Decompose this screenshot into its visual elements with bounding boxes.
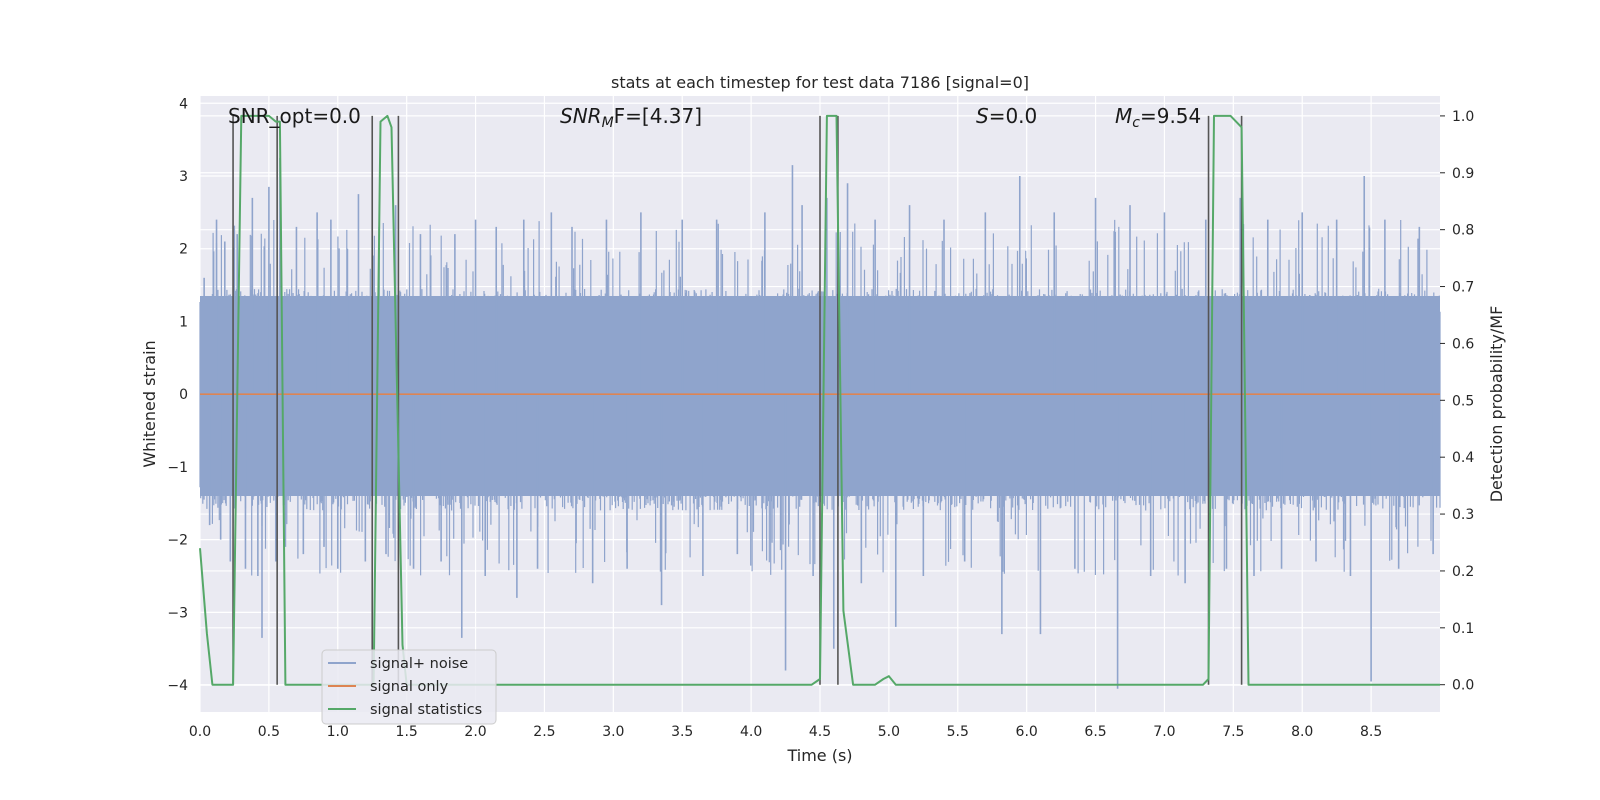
series-signal-statistics <box>199 114 1440 686</box>
annotation-mc: Mc=9.54 <box>1115 104 1201 131</box>
annotation-snr-mf: SNRMF=[4.37] <box>560 104 702 131</box>
y-right-tick-label-4: 0.4 <box>1452 450 1474 466</box>
y-right-tick-label-6: 0.6 <box>1452 336 1474 352</box>
detection-vlines <box>232 115 1243 685</box>
x-tick-label-7: 3.5 <box>671 724 693 740</box>
x-tick-label-6: 3.0 <box>602 724 624 740</box>
y-left-tick-label-8: 4 <box>179 96 188 112</box>
x-tick-label-4: 2.0 <box>464 724 486 740</box>
x-tick-label-3: 1.5 <box>396 724 418 740</box>
y-right-tick-label-5: 0.5 <box>1452 393 1474 409</box>
y-right-axis-label: Detection probability/MF <box>1487 306 1506 503</box>
y-left-axis-ticks: −4 −3 −2 −1 0 1 2 3 4 <box>167 96 188 694</box>
x-tick-label-1: 0.5 <box>258 724 280 740</box>
y-right-tick-label-10: 1.0 <box>1452 109 1474 125</box>
x-tick-label-17: 8.5 <box>1360 724 1382 740</box>
legend: signal+ noise signal only signal statist… <box>321 649 497 725</box>
y-left-tick-label-6: 2 <box>179 242 188 258</box>
y-right-tick-label-8: 0.8 <box>1452 223 1474 239</box>
x-tick-label-5: 2.5 <box>533 724 555 740</box>
y-left-tick-label-7: 3 <box>179 169 188 185</box>
y-right-tick-label-1: 0.1 <box>1452 621 1474 637</box>
x-tick-label-8: 4.0 <box>740 724 762 740</box>
x-tick-label-9: 4.5 <box>809 724 831 740</box>
x-tick-label-16: 8.0 <box>1291 724 1313 740</box>
statistics-line <box>199 114 1440 686</box>
x-tick-label-12: 6.0 <box>1016 724 1038 740</box>
y-right-tick-label-9: 0.9 <box>1452 166 1474 182</box>
chart-title: stats at each timestep for test data 718… <box>611 73 1029 92</box>
legend-label-signal-statistics: signal statistics <box>370 702 482 718</box>
legend-label-signal-noise: signal+ noise <box>370 656 468 672</box>
x-tick-label-14: 7.0 <box>1153 724 1175 740</box>
x-axis-label: Time (s) <box>786 746 852 765</box>
x-tick-label-0: 0.0 <box>189 724 211 740</box>
y-left-tick-label-5: 1 <box>179 314 188 330</box>
x-axis-ticks: 0.0 0.5 1.0 1.5 2.0 2.5 3.0 3.5 4.0 4.5 5.0 5.5 6.0 6… <box>189 724 1382 740</box>
annotation-s: S=0.0 <box>976 104 1037 128</box>
y-left-axis-label: Whitened strain <box>140 340 159 467</box>
y-right-axis-ticks: 0.0 0.1 0.2 0.3 0.4 0.5 0.6 0.7 0.8 0.9 1.0 <box>1440 109 1474 694</box>
legend-label-signal-only: signal only <box>370 679 449 695</box>
x-tick-label-15: 7.5 <box>1222 724 1244 740</box>
y-right-tick-label-0: 0.0 <box>1452 678 1474 694</box>
legend-box <box>321 649 497 725</box>
y-right-tick-label-7: 0.7 <box>1452 280 1474 296</box>
y-right-tick-label-3: 0.3 <box>1452 507 1474 523</box>
y-left-tick-label-0: −4 <box>167 678 188 694</box>
annotation-snr-opt: SNR_opt=0.0 <box>228 104 361 128</box>
y-right-tick-label-2: 0.2 <box>1452 564 1474 580</box>
y-left-tick-label-3: −1 <box>167 460 188 476</box>
y-left-tick-label-1: −3 <box>167 605 188 621</box>
x-tick-label-11: 5.5 <box>947 724 969 740</box>
y-left-tick-label-2: −2 <box>167 533 188 549</box>
x-tick-label-10: 5.0 <box>878 724 900 740</box>
y-left-tick-label-4: 0 <box>179 387 188 403</box>
x-tick-label-2: 1.0 <box>327 724 349 740</box>
x-tick-label-13: 6.5 <box>1084 724 1106 740</box>
